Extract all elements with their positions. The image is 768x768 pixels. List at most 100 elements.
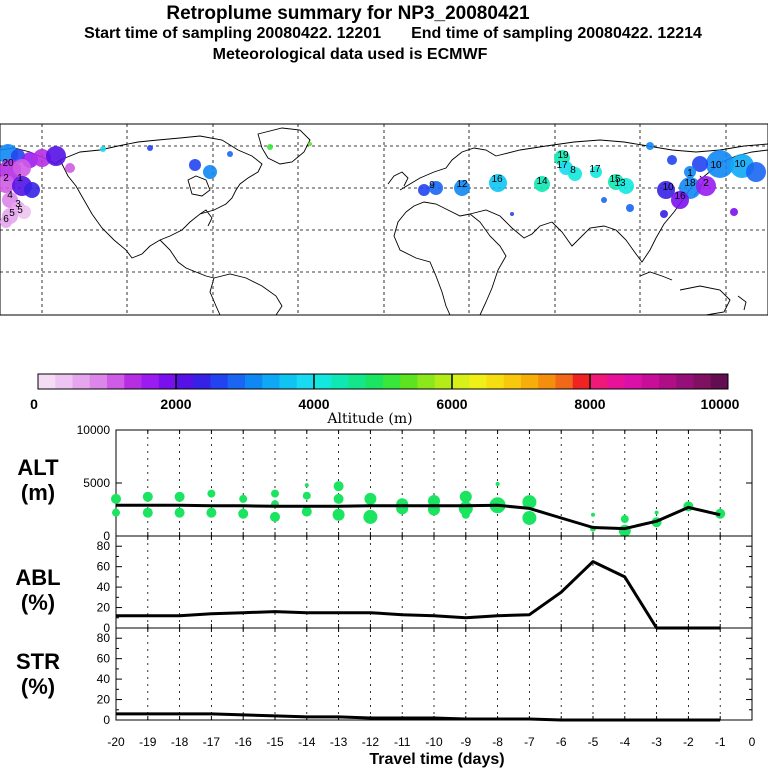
str-panel-unit: (%) bbox=[21, 674, 55, 699]
plume-marker bbox=[46, 146, 66, 166]
alt-scatter-point bbox=[174, 491, 185, 502]
plume-marker bbox=[601, 197, 607, 203]
plume-day-label: 4 bbox=[7, 190, 13, 201]
str-panel-y-tick-label: 40 bbox=[97, 672, 111, 686]
colorbar-cell bbox=[641, 374, 660, 389]
colorbar-tick-label: 0 bbox=[30, 396, 38, 412]
plume-day-label: 6 bbox=[3, 214, 9, 225]
plume-day-label: 2 bbox=[703, 178, 709, 189]
alt-scatter-point bbox=[112, 508, 120, 517]
plume-day-label: 3 bbox=[15, 199, 21, 210]
colorbar-cell bbox=[55, 374, 73, 389]
colorbar-cell bbox=[296, 374, 315, 389]
abl-panel-y-tick-label: 80 bbox=[97, 539, 111, 553]
x-tick-label: -5 bbox=[588, 735, 599, 749]
x-tick-label: -8 bbox=[492, 735, 503, 749]
x-tick-label: -16 bbox=[235, 735, 253, 749]
plume-marker bbox=[17, 205, 31, 219]
x-tick-label: -12 bbox=[362, 735, 380, 749]
x-tick-label: -10 bbox=[425, 735, 443, 749]
abl-panel-y-tick-label: 20 bbox=[97, 601, 111, 615]
colorbar-cell bbox=[107, 374, 125, 389]
plume-day-label: 20 bbox=[2, 158, 14, 169]
plume-marker bbox=[618, 178, 634, 194]
plume-day-label: 14 bbox=[536, 176, 548, 187]
plume-day-label: 10 bbox=[734, 159, 746, 170]
plume-marker bbox=[657, 181, 675, 199]
colorbar-cell bbox=[262, 374, 280, 389]
alt-panel-unit: (m) bbox=[21, 480, 55, 505]
colorbar-cell bbox=[89, 374, 108, 389]
plume-day-label: 1 bbox=[687, 168, 693, 179]
x-tick-label: -1 bbox=[715, 735, 726, 749]
x-tick-label: -13 bbox=[330, 735, 348, 749]
colorbar-cell bbox=[158, 374, 177, 389]
plume-day-label: 8 bbox=[570, 165, 576, 176]
colorbar-tick-label: 4000 bbox=[298, 396, 329, 412]
colorbar-cell bbox=[314, 374, 332, 389]
colorbar-cell bbox=[607, 374, 625, 389]
plume-marker bbox=[13, 159, 31, 177]
plume-marker bbox=[590, 166, 602, 178]
colorbar-cell bbox=[710, 374, 729, 389]
alt-scatter-point bbox=[654, 510, 659, 515]
plume-marker bbox=[510, 212, 514, 216]
plume-marker bbox=[227, 151, 233, 157]
alt-scatter-point bbox=[270, 511, 280, 522]
colorbar-cell bbox=[72, 374, 91, 389]
str-panel-y-tick-label: 20 bbox=[97, 693, 111, 707]
sampling-times: Start time of sampling 20080422. 12201 En… bbox=[9, 25, 768, 43]
alt-panel-label: ALT bbox=[17, 455, 59, 480]
plume-day-label: 5 bbox=[17, 205, 23, 216]
colorbar-cell bbox=[434, 374, 453, 389]
x-tick-label: -19 bbox=[139, 735, 157, 749]
alt-scatter-point bbox=[495, 482, 500, 487]
end-time: End time of sampling 20080422. 12214 bbox=[411, 25, 702, 42]
alt-scatter-point bbox=[301, 506, 312, 517]
plume-marker bbox=[746, 162, 766, 182]
colorbar-cell bbox=[245, 374, 263, 389]
plume-day-label: 9 bbox=[429, 180, 435, 191]
plume-marker bbox=[684, 166, 696, 178]
plume-day-label: 1 bbox=[17, 173, 23, 184]
plume-marker bbox=[454, 180, 470, 196]
abl-panel-y-tick-label: 40 bbox=[97, 580, 111, 594]
alt-panel-y-tick-label: 10000 bbox=[77, 423, 111, 437]
plume-marker bbox=[0, 216, 12, 228]
alt-scatter-point bbox=[174, 507, 185, 518]
colorbar-cell bbox=[176, 374, 194, 389]
alt-panel: 0 5000 10000 bbox=[77, 423, 753, 543]
alt-scatter-point bbox=[239, 494, 248, 503]
x-tick-label: -14 bbox=[298, 735, 316, 749]
alt-scatter-point bbox=[461, 510, 470, 519]
alt-scatter-point bbox=[591, 512, 595, 517]
alt-scatter-point bbox=[333, 481, 344, 492]
x-axis-title: Travel time (days) bbox=[369, 751, 504, 768]
plume-marker bbox=[65, 163, 75, 173]
colorbar-cell bbox=[590, 374, 608, 389]
colorbar-cell bbox=[383, 374, 401, 389]
colorbar-cell bbox=[400, 374, 418, 389]
alt-panel-y-tick-label: 0 bbox=[103, 529, 110, 543]
x-tick-label: 0 bbox=[749, 735, 756, 749]
str-panel-y-tick-label: 0 bbox=[103, 713, 110, 727]
alt-scatter-point bbox=[238, 508, 249, 519]
plume-day-label: 5 bbox=[9, 208, 15, 219]
figure-title: Retroplume summary for NP3_20080421 bbox=[166, 3, 530, 24]
colorbar-tick-label: 10000 bbox=[701, 396, 740, 412]
plume-marker bbox=[671, 191, 689, 209]
alt-scatter-point bbox=[333, 493, 344, 504]
colorbar-tick-label: 8000 bbox=[574, 396, 605, 412]
plume-marker bbox=[660, 210, 668, 218]
alt-scatter-point bbox=[620, 515, 629, 524]
colorbar-tick-label: 6000 bbox=[436, 396, 467, 412]
alt-scatter-point bbox=[142, 491, 153, 502]
plume-day-label: 18 bbox=[684, 178, 696, 189]
colorbar-cell bbox=[452, 374, 470, 389]
colorbar-cell bbox=[193, 374, 211, 389]
colorbar-cell bbox=[659, 374, 677, 389]
plume-marker bbox=[24, 182, 40, 198]
alt-scatter-point bbox=[522, 495, 537, 510]
